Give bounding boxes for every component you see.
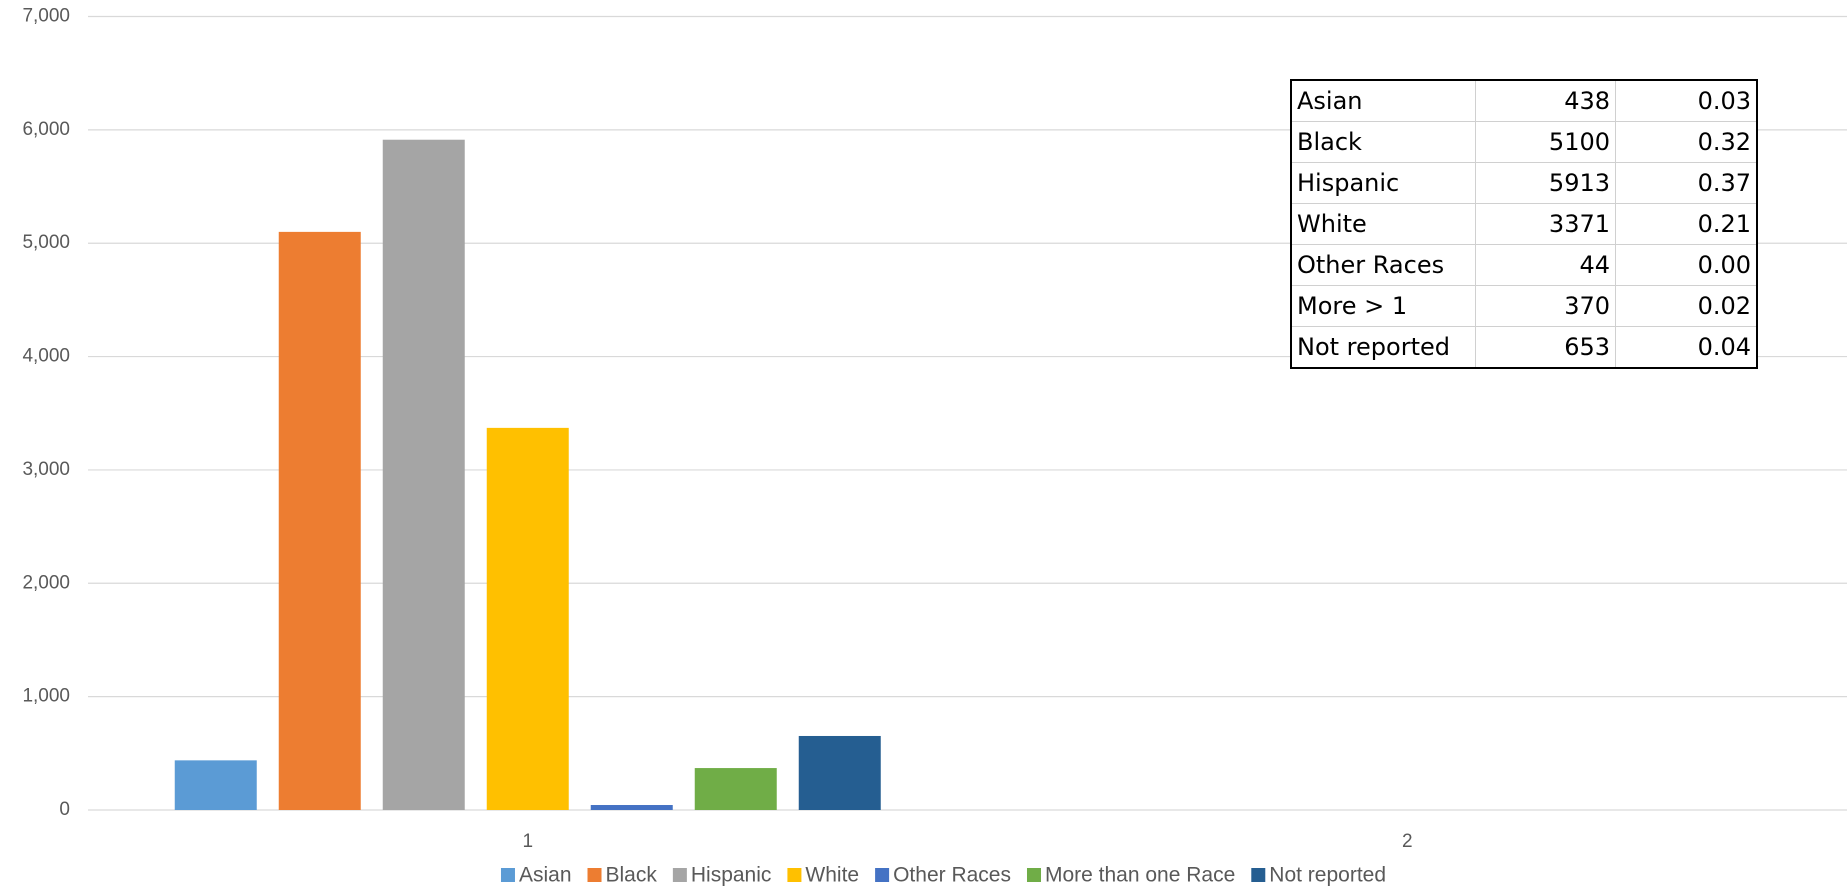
y-tick-label: 7,000 — [22, 6, 70, 27]
legend-swatch — [501, 868, 515, 882]
legend-label: Black — [606, 864, 658, 887]
bar — [695, 768, 777, 810]
table-cell: Hispanic — [1291, 163, 1476, 204]
legend-label: Asian — [519, 864, 572, 887]
legend-swatch — [787, 868, 801, 882]
legend: Asian Black Hispanic White Other Races More t… — [501, 864, 1386, 887]
table-cell: Asian — [1291, 80, 1476, 122]
table-cell: Not reported — [1291, 327, 1476, 369]
table-cell: 5100 — [1476, 122, 1616, 163]
table-cell: Black — [1291, 122, 1476, 163]
bar — [487, 428, 569, 810]
legend-swatch — [673, 868, 687, 882]
x-tick-label: 1 — [522, 831, 533, 852]
y-tick-label: 2,000 — [22, 572, 70, 593]
bar — [591, 805, 673, 810]
legend-label: Other Races — [893, 864, 1011, 887]
table-cell: 44 — [1476, 245, 1616, 286]
y-tick-label: 4,000 — [22, 346, 70, 367]
table-cell: More > 1 — [1291, 286, 1476, 327]
legend-swatch — [875, 868, 889, 882]
y-tick-label: 1,000 — [22, 686, 70, 707]
bar — [383, 140, 465, 810]
table-cell: 653 — [1476, 327, 1616, 369]
table-cell: 438 — [1476, 80, 1616, 122]
table-cell: 0.21 — [1616, 204, 1758, 245]
table-cell: 0.04 — [1616, 327, 1758, 369]
table-cell: 0.02 — [1616, 286, 1758, 327]
legend-label: White — [805, 864, 859, 887]
table-cell: 5913 — [1476, 163, 1616, 204]
legend-swatch — [588, 868, 602, 882]
page: {"chart_data": {"type": "bar", "categori… — [0, 0, 1847, 889]
table-cell: 0.32 — [1616, 122, 1758, 163]
table-cell: 370 — [1476, 286, 1616, 327]
bar — [279, 232, 361, 810]
table-cell: Other Races — [1291, 245, 1476, 286]
y-tick-label: 3,000 — [22, 459, 70, 480]
bar — [799, 736, 881, 810]
x-tick-label: 2 — [1402, 831, 1413, 852]
table-cell: 0.37 — [1616, 163, 1758, 204]
y-tick-label: 6,000 — [22, 119, 70, 140]
y-tick-label: 0 — [59, 799, 70, 820]
table-cell: White — [1291, 204, 1476, 245]
table-cell: 3371 — [1476, 204, 1616, 245]
legend-label: Hispanic — [691, 864, 772, 887]
legend-swatch — [1027, 868, 1041, 882]
legend-label: More than one Race — [1045, 864, 1235, 887]
table-cell: 0.00 — [1616, 245, 1758, 286]
bar — [175, 760, 257, 810]
legend-swatch — [1251, 868, 1265, 882]
legend-label: Not reported — [1269, 864, 1386, 887]
y-tick-label: 5,000 — [22, 232, 70, 253]
table-cell: 0.03 — [1616, 80, 1758, 122]
